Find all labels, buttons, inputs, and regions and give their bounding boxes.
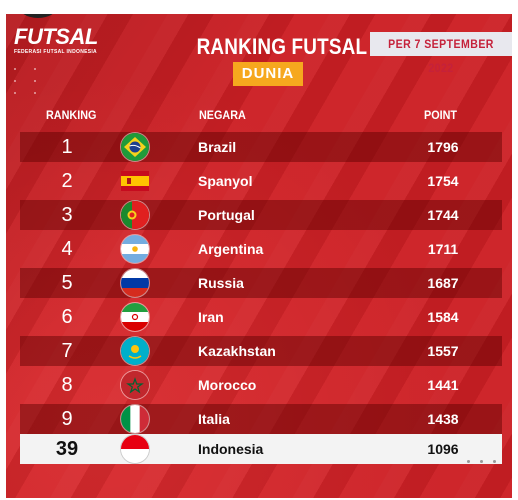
decorative-dots xyxy=(12,68,52,108)
rank-cell: 4 xyxy=(61,238,73,260)
brand-name: FUTSAL xyxy=(14,24,98,49)
rank-cell: 5 xyxy=(61,272,73,294)
date-badge: PER 7 SEPTEMBER 2022 xyxy=(370,32,512,75)
country-cell: Argentina xyxy=(198,241,264,257)
decorative-dots xyxy=(457,448,496,467)
rank-cell: 6 xyxy=(61,306,73,328)
country-cell: Brazil xyxy=(198,139,237,155)
iran-flag-icon xyxy=(121,303,149,331)
country-cell: Portugal xyxy=(198,207,255,223)
country-cell: Russia xyxy=(198,275,244,291)
table-row: 2 Spanyol 1754 xyxy=(20,166,502,196)
point-cell: 1096 xyxy=(427,441,459,457)
column-header-country: NEGARA xyxy=(199,108,246,122)
kazakhstan-flag-icon xyxy=(121,337,149,365)
portugal-flag-icon xyxy=(121,201,149,229)
table-row: 3 Portugal 1744 xyxy=(20,200,502,230)
indonesia-flag-icon xyxy=(121,435,149,463)
rank-cell: 2 xyxy=(61,170,73,192)
table-row: 9 Italia 1438 xyxy=(20,404,502,434)
point-cell: 1711 xyxy=(427,241,459,257)
country-cell: Morocco xyxy=(198,377,257,393)
table-row: 6 Iran 1584 xyxy=(20,302,502,332)
point-cell: 1441 xyxy=(427,377,459,393)
russia-flag-icon xyxy=(121,269,149,297)
rank-cell: 39 xyxy=(55,438,79,460)
country-cell: Italia xyxy=(198,411,230,427)
column-header-ranking: RANKING xyxy=(46,108,97,122)
point-cell: 1557 xyxy=(427,343,459,359)
point-cell: 1438 xyxy=(427,411,459,427)
point-cell: 1796 xyxy=(427,139,459,155)
point-cell: 1687 xyxy=(427,275,459,291)
brazil-flag-icon xyxy=(121,133,149,161)
brand-subtitle: FEDERASI FUTSAL INDONESIA xyxy=(14,49,97,55)
logo-arc xyxy=(18,14,58,18)
table-row-highlight: 39 Indonesia 1096 xyxy=(20,434,502,464)
country-cell: Indonesia xyxy=(198,441,264,457)
rank-cell: 9 xyxy=(61,408,73,430)
ranking-poster: FUTSAL FEDERASI FUTSAL INDONESIA RANKING… xyxy=(6,14,512,498)
table-row: 8 Morocco 1441 xyxy=(20,370,502,400)
rank-cell: 1 xyxy=(61,136,73,158)
morocco-flag-icon xyxy=(121,371,149,399)
italy-flag-icon xyxy=(121,405,149,433)
point-cell: 1754 xyxy=(427,173,459,189)
argentina-flag-icon xyxy=(121,235,149,263)
table-row: 5 Russia 1687 xyxy=(20,268,502,298)
page-subtitle-badge: DUNIA xyxy=(233,62,303,86)
rank-cell: 8 xyxy=(61,374,73,396)
spain-flag-icon xyxy=(121,171,149,191)
column-header-point: POINT xyxy=(424,108,458,122)
table-row: 1 Brazil 1796 xyxy=(20,132,502,162)
rank-cell: 3 xyxy=(61,204,73,226)
point-cell: 1744 xyxy=(427,207,459,223)
table-row: 4 Argentina 1711 xyxy=(20,234,502,264)
country-cell: Iran xyxy=(198,309,224,325)
rank-cell: 7 xyxy=(61,340,73,362)
futsal-logo: FUTSAL FEDERASI FUTSAL INDONESIA xyxy=(14,24,98,56)
point-cell: 1584 xyxy=(427,309,459,325)
table-row: 7 Kazakhstan 1557 xyxy=(20,336,502,366)
country-cell: Kazakhstan xyxy=(198,343,276,359)
date-text: PER 7 SEPTEMBER 2022 xyxy=(388,37,494,75)
page-title: RANKING FUTSAL xyxy=(196,34,368,59)
country-cell: Spanyol xyxy=(198,173,253,189)
